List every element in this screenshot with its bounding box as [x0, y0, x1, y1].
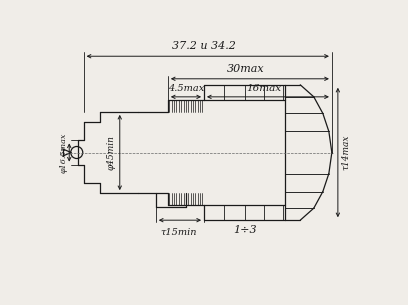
- Text: φ16.5max: φ16.5max: [60, 132, 68, 173]
- Text: τ14max: τ14max: [341, 135, 350, 170]
- Text: 4.5max: 4.5max: [168, 84, 204, 93]
- Text: 30max: 30max: [227, 64, 265, 74]
- Text: 37.2 и 34.2: 37.2 и 34.2: [172, 41, 236, 51]
- Text: φ45min: φ45min: [107, 135, 116, 170]
- Text: 1÷3: 1÷3: [233, 225, 256, 235]
- Text: τ15min: τ15min: [160, 228, 197, 237]
- Text: 16max: 16max: [246, 84, 282, 93]
